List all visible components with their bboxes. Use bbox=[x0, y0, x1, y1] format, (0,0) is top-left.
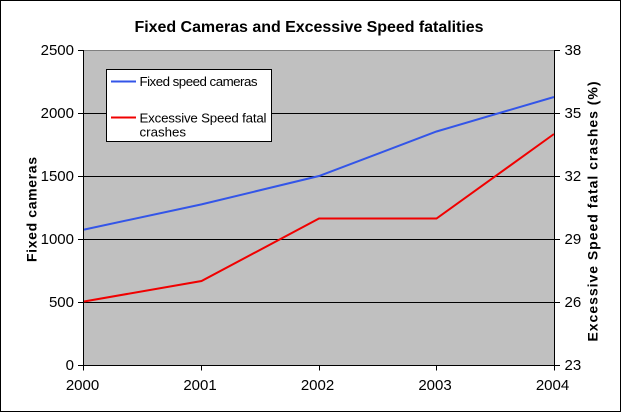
svg-text:2001: 2001 bbox=[183, 377, 216, 394]
svg-text:23: 23 bbox=[565, 357, 582, 374]
svg-text:1000: 1000 bbox=[41, 231, 74, 248]
svg-text:Fixed Cameras and Excessive Sp: Fixed Cameras and Excessive Speed fatali… bbox=[135, 19, 484, 36]
svg-text:35: 35 bbox=[565, 105, 582, 122]
svg-text:2003: 2003 bbox=[418, 377, 451, 394]
svg-text:2500: 2500 bbox=[41, 42, 74, 59]
svg-text:Excessive Speed fatal crashes: Excessive Speed fatal crashes (%) bbox=[585, 82, 601, 342]
svg-text:38: 38 bbox=[565, 42, 582, 59]
svg-text:Fixed speed cameras: Fixed speed cameras bbox=[140, 74, 258, 89]
svg-text:2000: 2000 bbox=[41, 105, 74, 122]
svg-text:Excessive Speed fatal: Excessive Speed fatal bbox=[140, 111, 267, 126]
svg-text:2000: 2000 bbox=[66, 377, 99, 394]
svg-text:500: 500 bbox=[49, 294, 74, 311]
svg-text:crashes: crashes bbox=[140, 125, 187, 140]
svg-text:0: 0 bbox=[66, 357, 74, 374]
svg-text:32: 32 bbox=[565, 168, 582, 185]
svg-text:26: 26 bbox=[565, 294, 582, 311]
svg-text:Fixed cameras: Fixed cameras bbox=[24, 157, 40, 262]
svg-text:2002: 2002 bbox=[301, 377, 334, 394]
svg-text:29: 29 bbox=[565, 231, 582, 248]
svg-text:2004: 2004 bbox=[536, 377, 569, 394]
svg-text:1500: 1500 bbox=[41, 168, 74, 185]
